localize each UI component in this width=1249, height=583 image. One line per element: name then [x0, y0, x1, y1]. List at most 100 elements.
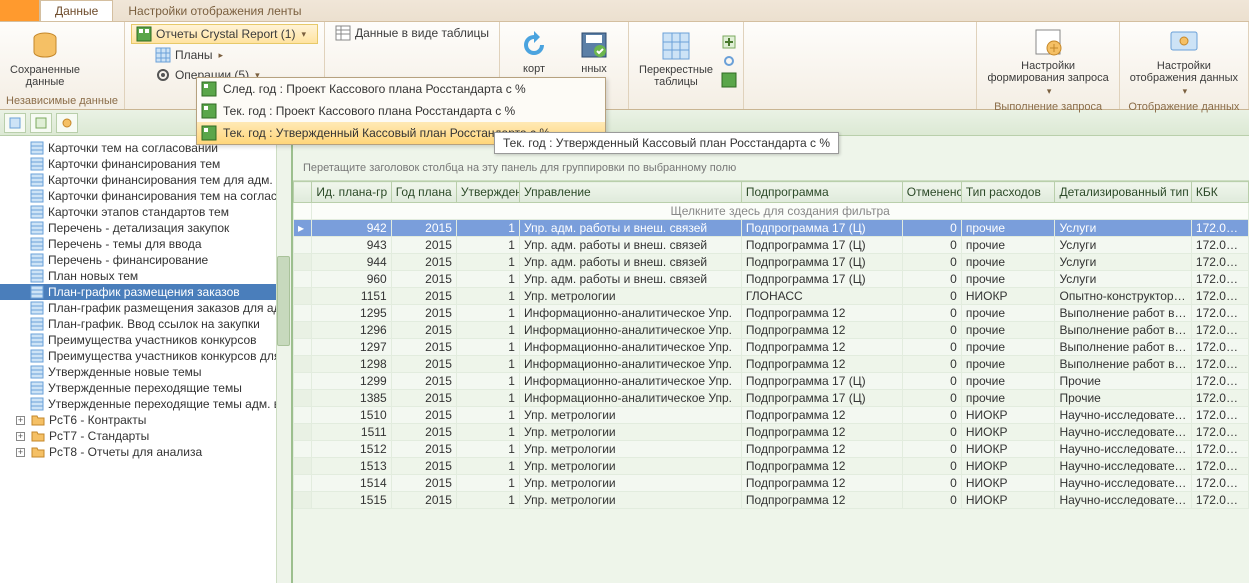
- table-row[interactable]: 129820151Информационно-аналитическое Упр…: [294, 356, 1249, 373]
- cell[interactable]: 960: [312, 271, 391, 288]
- tb-btn-2[interactable]: [30, 113, 52, 133]
- cell[interactable]: Информационно-аналитическое Упр.: [519, 305, 741, 322]
- cell[interactable]: 1: [456, 475, 519, 492]
- submenu-item[interactable]: Тек. год : Проект Кассового плана Росста…: [197, 100, 605, 122]
- cell[interactable]: 1385: [312, 390, 391, 407]
- cell[interactable]: 2015: [391, 492, 456, 509]
- cell[interactable]: Информационно-аналитическое Упр.: [519, 390, 741, 407]
- crystal-reports-button[interactable]: Отчеты Crystal Report (1) ▾: [131, 24, 318, 44]
- cell[interactable]: 0: [902, 390, 961, 407]
- cell[interactable]: НИОКР: [961, 424, 1055, 441]
- cell[interactable]: 2015: [391, 475, 456, 492]
- cell[interactable]: 1513: [312, 458, 391, 475]
- query-settings-button[interactable]: Настройки формирования запроса▾: [983, 24, 1112, 99]
- cell[interactable]: НИОКР: [961, 458, 1055, 475]
- filter-hint[interactable]: Щелкните здесь для создания фильтра: [312, 203, 1249, 220]
- cell[interactable]: 1515: [312, 492, 391, 509]
- column-header[interactable]: Детализированный тип: [1055, 182, 1191, 203]
- cell[interactable]: 1510: [312, 407, 391, 424]
- cell[interactable]: 0: [902, 305, 961, 322]
- cell[interactable]: Информационно-аналитическое Упр.: [519, 322, 741, 339]
- expand-icon[interactable]: +: [16, 448, 25, 457]
- cell[interactable]: 1298: [312, 356, 391, 373]
- cell[interactable]: прочие: [961, 356, 1055, 373]
- cell[interactable]: НИОКР: [961, 475, 1055, 492]
- cell[interactable]: 0: [902, 271, 961, 288]
- row-selector[interactable]: ▸: [294, 220, 312, 237]
- cell[interactable]: 172.04.01: [1191, 254, 1248, 271]
- cell[interactable]: 1511: [312, 424, 391, 441]
- cell[interactable]: Научно-исследовательски: [1055, 458, 1191, 475]
- cell[interactable]: Упр. метрологии: [519, 441, 741, 458]
- group-by-hint[interactable]: Перетащите заголовок столбца на эту пане…: [293, 156, 1249, 181]
- cell[interactable]: Выполнение работ в обла: [1055, 305, 1191, 322]
- cell[interactable]: 2015: [391, 356, 456, 373]
- cell[interactable]: Опытно-конструкторские: [1055, 288, 1191, 305]
- cell[interactable]: 172.04.01: [1191, 237, 1248, 254]
- cell[interactable]: Подпрограмма 12: [741, 424, 902, 441]
- cell[interactable]: 1: [456, 390, 519, 407]
- cell[interactable]: прочие: [961, 339, 1055, 356]
- tree-item[interactable]: Карточки этапов стандартов тем: [0, 204, 291, 220]
- table-row[interactable]: 129520151Информационно-аналитическое Упр…: [294, 305, 1249, 322]
- plus-icon[interactable]: [721, 34, 737, 50]
- cell[interactable]: 1: [456, 458, 519, 475]
- cell[interactable]: 172.04.11: [1191, 441, 1248, 458]
- cell[interactable]: 172.04.01: [1191, 373, 1248, 390]
- cell[interactable]: Подпрограмма 17 (Ц): [741, 220, 902, 237]
- cell[interactable]: Упр. адм. работы и внеш. связей: [519, 254, 741, 271]
- tree-item[interactable]: Утвержденные переходящие темы: [0, 380, 291, 396]
- table-row[interactable]: 129620151Информационно-аналитическое Упр…: [294, 322, 1249, 339]
- row-selector[interactable]: [294, 237, 312, 254]
- cell[interactable]: 1: [456, 254, 519, 271]
- tree-folder[interactable]: +РсТ8 - Отчеты для анализа: [0, 444, 291, 460]
- cell[interactable]: Подпрограмма 12: [741, 356, 902, 373]
- cell[interactable]: 0: [902, 356, 961, 373]
- row-selector[interactable]: [294, 288, 312, 305]
- cell[interactable]: Услуги: [1055, 237, 1191, 254]
- cell[interactable]: 172.04.01: [1191, 339, 1248, 356]
- row-selector[interactable]: [294, 305, 312, 322]
- cell[interactable]: 2015: [391, 458, 456, 475]
- cell[interactable]: 172.04.01: [1191, 271, 1248, 288]
- cell[interactable]: 1: [456, 492, 519, 509]
- cell[interactable]: Выполнение работ в обла: [1055, 356, 1191, 373]
- cell[interactable]: 2015: [391, 322, 456, 339]
- cell[interactable]: ГЛОНАСС: [741, 288, 902, 305]
- cell[interactable]: 1297: [312, 339, 391, 356]
- table-row[interactable]: 151020151Упр. метрологииПодпрограмма 120…: [294, 407, 1249, 424]
- cell[interactable]: Упр. адм. работы и внеш. связей: [519, 220, 741, 237]
- cell[interactable]: прочие: [961, 220, 1055, 237]
- cell[interactable]: 1: [456, 441, 519, 458]
- cell[interactable]: Подпрограмма 17 (Ц): [741, 271, 902, 288]
- table-row[interactable]: 115120151Упр. метрологииГЛОНАСС0НИОКРОпы…: [294, 288, 1249, 305]
- cell[interactable]: 1: [456, 407, 519, 424]
- row-selector[interactable]: [294, 322, 312, 339]
- tb-btn-3[interactable]: [56, 113, 78, 133]
- cell[interactable]: Упр. метрологии: [519, 458, 741, 475]
- tree-item[interactable]: План-график размещения заказов для адм. …: [0, 300, 291, 316]
- scrollbar-thumb[interactable]: [277, 256, 290, 346]
- row-selector[interactable]: [294, 475, 312, 492]
- cell[interactable]: Научно-исследовательски: [1055, 492, 1191, 509]
- cell[interactable]: Прочие: [1055, 390, 1191, 407]
- cell[interactable]: прочие: [961, 254, 1055, 271]
- cell[interactable]: 0: [902, 441, 961, 458]
- cell[interactable]: 172.04.01: [1191, 220, 1248, 237]
- row-selector[interactable]: [294, 492, 312, 509]
- cell[interactable]: 1: [456, 220, 519, 237]
- cell[interactable]: 0: [902, 492, 961, 509]
- column-header[interactable]: Год плана: [391, 182, 456, 203]
- tree-item[interactable]: Преимущества участников конкурсов: [0, 332, 291, 348]
- cell[interactable]: Упр. адм. работы и внеш. связей: [519, 271, 741, 288]
- cell[interactable]: 2015: [391, 288, 456, 305]
- cell[interactable]: 0: [902, 254, 961, 271]
- tree-item[interactable]: Преимущества участников конкурсов для ад…: [0, 348, 291, 364]
- plans-button[interactable]: Планы ▸: [131, 46, 318, 64]
- cell[interactable]: 1: [456, 339, 519, 356]
- ribbon-tab-data[interactable]: Данные: [40, 0, 113, 21]
- cell[interactable]: Подпрограмма 12: [741, 441, 902, 458]
- cell[interactable]: прочие: [961, 237, 1055, 254]
- cell[interactable]: Услуги: [1055, 271, 1191, 288]
- cell[interactable]: 172.04.11: [1191, 424, 1248, 441]
